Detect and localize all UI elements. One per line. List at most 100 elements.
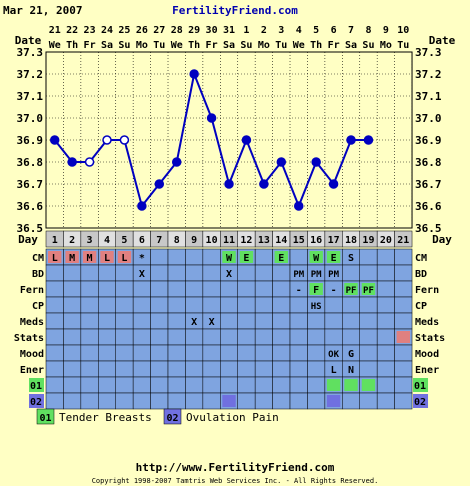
row-cell-highlight bbox=[274, 251, 289, 263]
row-cell bbox=[307, 344, 326, 362]
row-cell bbox=[115, 376, 134, 394]
row-cell bbox=[394, 312, 413, 330]
row-cell-text: PM bbox=[311, 270, 322, 280]
day-number: 7 bbox=[156, 235, 162, 246]
row-cell bbox=[376, 376, 395, 394]
row-cell bbox=[167, 344, 186, 362]
y-tick-label-left: 37.3 bbox=[17, 46, 44, 59]
x-weekday-label: Su bbox=[362, 40, 374, 51]
row-cell bbox=[376, 280, 395, 298]
day-number: 10 bbox=[206, 235, 218, 246]
row-label-right: Mood bbox=[415, 349, 439, 360]
x-date-label: 26 bbox=[136, 25, 148, 36]
day-number: 17 bbox=[328, 235, 340, 246]
temp-point bbox=[102, 135, 112, 145]
day-number: 19 bbox=[362, 235, 374, 246]
row-cell bbox=[132, 376, 151, 394]
row-label-swatch-left bbox=[29, 378, 44, 392]
row-cell bbox=[185, 248, 204, 266]
row-cell bbox=[342, 328, 360, 346]
row-cell bbox=[185, 280, 204, 298]
row-cell bbox=[394, 392, 413, 410]
row-cell bbox=[45, 392, 64, 410]
row-cell bbox=[254, 264, 273, 282]
x-weekday-label: Tu bbox=[397, 40, 409, 51]
temp-point bbox=[84, 157, 95, 167]
temp-point bbox=[346, 135, 356, 145]
x-date-label: 27 bbox=[153, 25, 165, 36]
row-cell bbox=[254, 312, 273, 330]
legend-code: 02 bbox=[166, 413, 178, 424]
row-cell bbox=[289, 296, 308, 314]
row-cell-text: PF bbox=[363, 286, 374, 296]
row-cell bbox=[167, 264, 186, 282]
row-cell bbox=[98, 376, 116, 394]
row-cell-text: L bbox=[52, 253, 58, 264]
row-cell bbox=[167, 376, 186, 394]
row-cell bbox=[185, 328, 204, 346]
x-date-label: 7 bbox=[348, 25, 354, 36]
row-cell-highlight bbox=[326, 379, 341, 391]
row-cell bbox=[220, 280, 238, 298]
x-weekday-label: Mo bbox=[136, 40, 148, 51]
row-cell bbox=[80, 376, 99, 394]
x-date-label: 22 bbox=[66, 25, 78, 36]
temp-point bbox=[154, 179, 165, 189]
row-cell bbox=[185, 360, 204, 378]
row-cell bbox=[289, 312, 308, 330]
row-cell bbox=[150, 296, 169, 314]
row-cell bbox=[272, 392, 291, 410]
row-cell-text: - bbox=[296, 285, 302, 296]
x-weekday-label: Fr bbox=[328, 40, 340, 51]
day-number: 21 bbox=[397, 235, 409, 246]
row-cell bbox=[359, 312, 378, 330]
row-cell bbox=[359, 264, 378, 282]
day-number: 13 bbox=[258, 235, 270, 246]
row-cell-text: M bbox=[87, 253, 93, 264]
row-label-left: CP bbox=[32, 301, 44, 312]
row-cell bbox=[359, 360, 378, 378]
row-cell-highlight bbox=[309, 251, 323, 263]
row-cell bbox=[202, 376, 221, 394]
day-number: 8 bbox=[174, 235, 180, 246]
date-label-right: Date bbox=[429, 34, 456, 47]
temp-line-segment bbox=[245, 139, 265, 185]
temp-line-segment bbox=[175, 73, 196, 163]
row-label-right: CP bbox=[415, 301, 427, 312]
row-label-right: Meds bbox=[415, 317, 439, 328]
row-cell bbox=[167, 392, 186, 410]
legend-swatch bbox=[163, 408, 182, 425]
temp-line-segment bbox=[297, 161, 318, 207]
x-weekday-label: Tu bbox=[153, 40, 165, 51]
row-cell bbox=[63, 264, 82, 282]
row-label-right: 01 bbox=[414, 381, 426, 392]
row-cell bbox=[45, 344, 64, 362]
row-cell bbox=[376, 392, 395, 410]
row-cell bbox=[220, 328, 238, 346]
row-cell bbox=[272, 376, 291, 394]
row-cell bbox=[45, 296, 64, 314]
row-cell-highlight bbox=[65, 251, 79, 263]
row-label-left: Meds bbox=[20, 317, 44, 328]
row-cell bbox=[254, 376, 273, 394]
row-cell bbox=[132, 344, 151, 362]
day-number: 6 bbox=[139, 235, 145, 246]
row-cell bbox=[220, 344, 238, 362]
row-cell bbox=[45, 360, 64, 378]
row-cell-text: OK bbox=[328, 350, 339, 360]
row-cell bbox=[272, 296, 291, 314]
temp-point bbox=[241, 135, 252, 145]
temp-line-segment bbox=[193, 73, 213, 119]
row-cell-highlight bbox=[344, 283, 358, 295]
x-weekday-label: We bbox=[49, 40, 61, 51]
row-cell bbox=[63, 280, 82, 298]
row-label-left: 01 bbox=[30, 381, 42, 392]
x-weekday-label: Su bbox=[240, 40, 252, 51]
row-cell-text: L bbox=[104, 253, 110, 264]
row-label-right: Fern bbox=[415, 285, 439, 296]
row-cell bbox=[63, 328, 82, 346]
row-cell bbox=[98, 280, 116, 298]
row-cell bbox=[63, 312, 82, 330]
row-cell bbox=[185, 376, 204, 394]
footer-copyright: Copyright 1998-2007 Tamtris Web Services… bbox=[92, 477, 379, 485]
